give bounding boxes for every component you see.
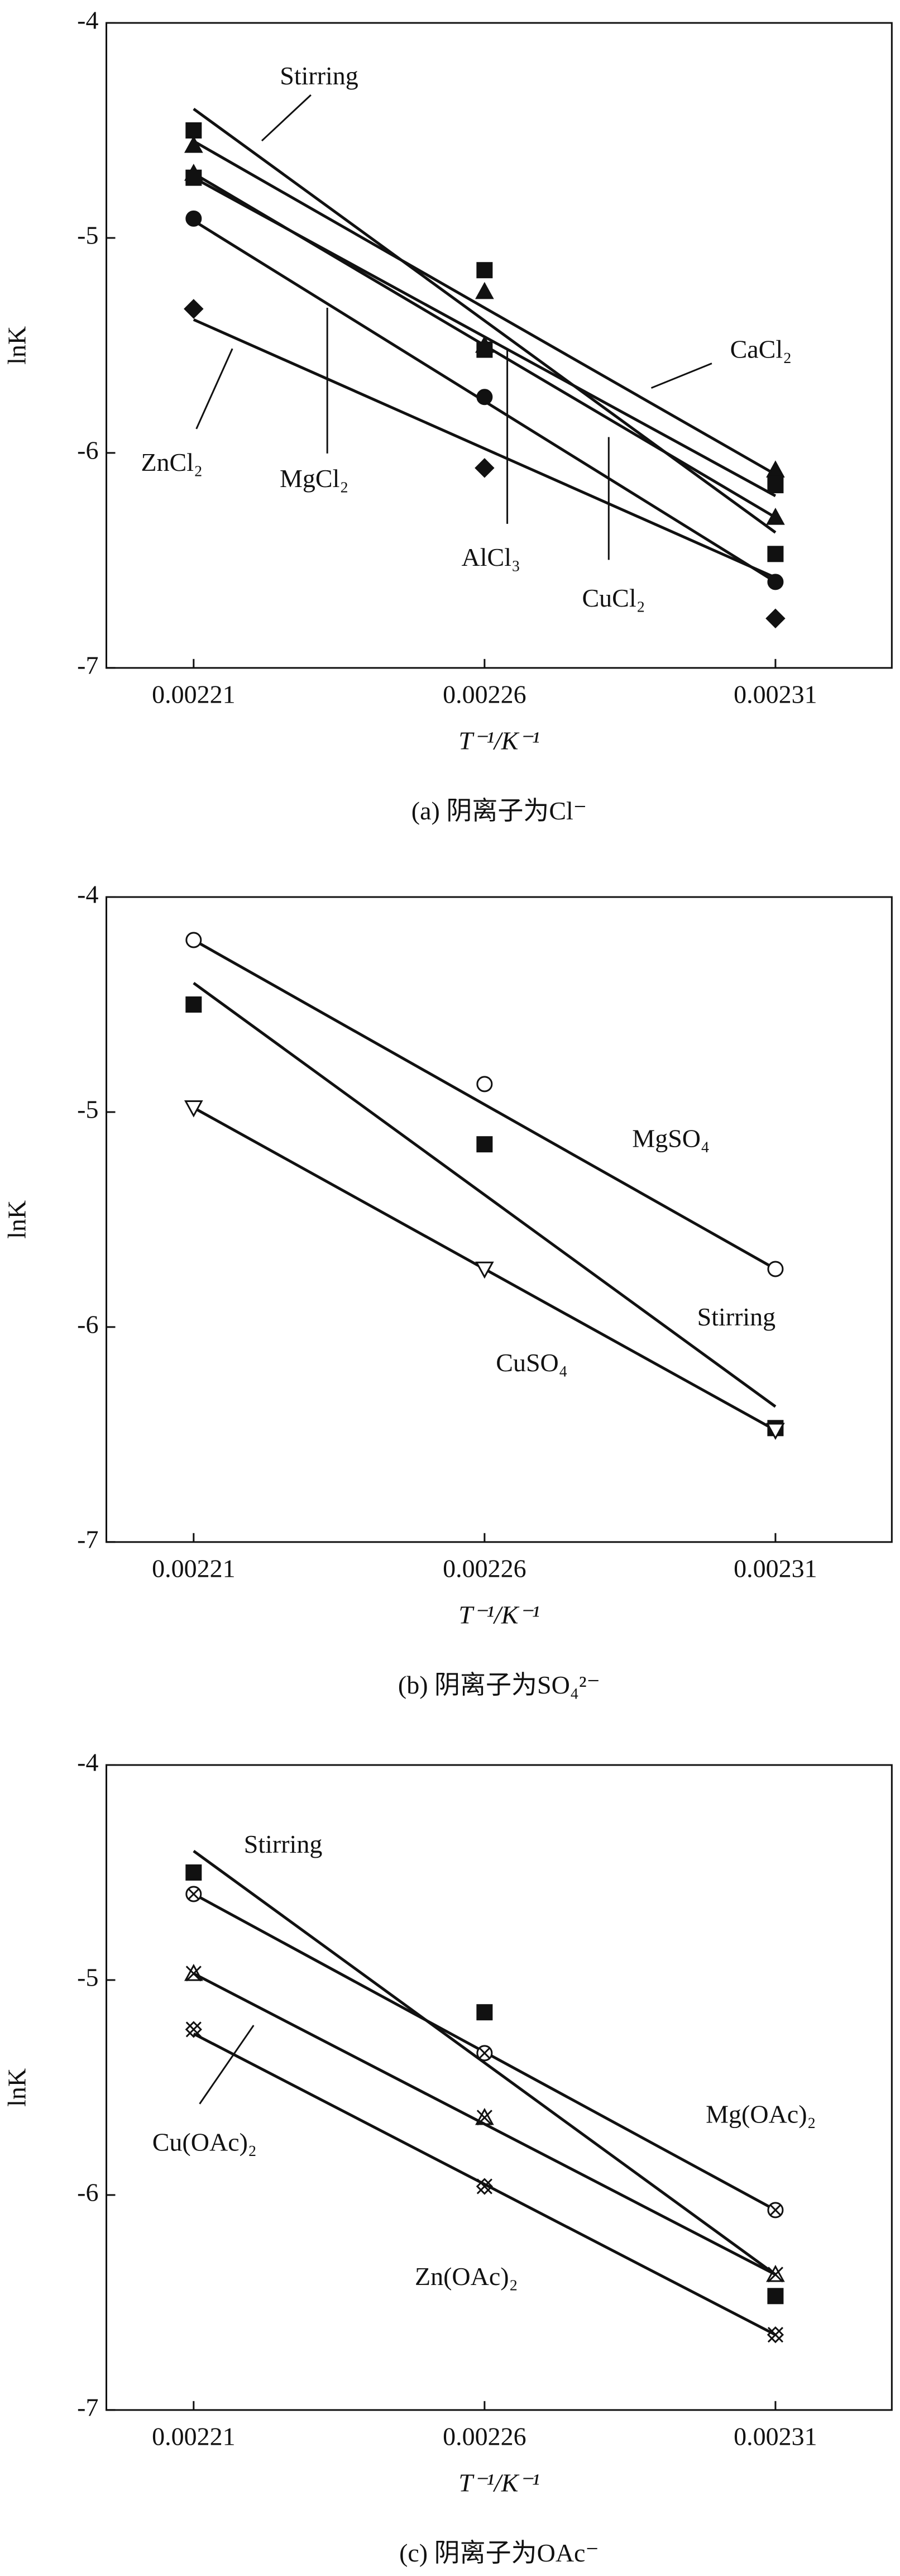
marker <box>767 2202 784 2219</box>
series-label: MgCl₂ <box>280 464 348 493</box>
series-label: Stirring <box>244 1830 323 1858</box>
marker <box>185 2021 202 2038</box>
series-label: Zn(OAc)₂ <box>415 2262 518 2291</box>
marker <box>476 1076 493 1093</box>
y-tick-label: -7 <box>77 651 98 679</box>
marker <box>475 458 495 478</box>
marker <box>765 608 786 629</box>
marker <box>767 1261 784 1277</box>
marker <box>476 341 493 358</box>
y-tick-label: -5 <box>77 221 98 250</box>
marker <box>475 1261 494 1279</box>
y-tick-label: -5 <box>77 1095 98 1124</box>
marker <box>766 507 785 525</box>
x-axis-label: T⁻¹/K⁻¹ <box>458 2468 539 2497</box>
marker <box>184 1100 203 1118</box>
marker <box>766 460 785 478</box>
fit-line <box>193 938 777 1271</box>
x-axis-label: T⁻¹/K⁻¹ <box>458 726 539 755</box>
fit-line <box>193 140 777 476</box>
marker <box>185 932 202 948</box>
y-tick-label: -4 <box>77 6 98 35</box>
y-tick-label: -7 <box>77 1525 98 1553</box>
series-label: ZnCl₂ <box>141 448 203 476</box>
marker <box>185 1886 202 1902</box>
marker <box>476 389 493 406</box>
fit-line <box>193 981 777 1408</box>
leader-line <box>195 348 233 430</box>
y-tick-label: -5 <box>77 1963 98 1992</box>
y-tick-label: -4 <box>77 1748 98 1777</box>
marker <box>475 282 494 299</box>
x-tick-label: 0.00231 <box>734 1554 817 1582</box>
marker <box>476 2045 493 2062</box>
series-label: CaCl₂ <box>730 335 792 364</box>
y-tick-label: -6 <box>77 436 98 464</box>
x-tick-label: 0.00231 <box>734 2422 817 2450</box>
plot-frame <box>106 1764 893 2411</box>
leader-line <box>199 2025 255 2105</box>
marker <box>766 1423 785 1440</box>
marker <box>185 169 202 186</box>
caption: (a) 阴离子为Cl⁻ <box>411 796 587 825</box>
marker <box>767 574 784 590</box>
marker <box>767 2288 784 2305</box>
x-tick-label: 0.00221 <box>152 680 236 708</box>
plot-frame <box>106 896 893 1543</box>
marker <box>185 122 202 139</box>
fit-line <box>193 2032 777 2336</box>
leader-line <box>650 362 712 389</box>
caption: (b) 阴离子为SO₄²⁻ <box>398 1671 600 1699</box>
y-axis-label: lnK <box>3 1200 31 1239</box>
marker <box>767 477 784 494</box>
series-label: CuSO₄ <box>496 1348 568 1377</box>
fit-line <box>193 107 777 534</box>
y-axis-label: lnK <box>3 2068 31 2107</box>
marker <box>184 299 204 319</box>
y-tick-label: -7 <box>77 2393 98 2421</box>
series-label: Mg(OAc)₂ <box>706 2100 816 2129</box>
leader-line <box>261 94 312 142</box>
y-tick-label: -4 <box>77 880 98 909</box>
marker <box>185 1864 202 1881</box>
chart-panel: -7 -6 -5 -4 0.00221 0.00226 0.00231 T⁻¹/K⁻¹ lnK (… <box>3 6 893 825</box>
series-label: Stirring <box>280 61 358 90</box>
marker <box>476 2004 493 2021</box>
caption: (c) 阴离子为OAc⁻ <box>399 2539 599 2567</box>
series-label: Cu(OAc)₂ <box>152 2128 257 2157</box>
series-label: Stirring <box>697 1303 776 1331</box>
x-tick-label: 0.00226 <box>443 1554 526 1582</box>
fit-line <box>193 318 776 579</box>
marker <box>767 546 784 562</box>
series-label: AlCl₃ <box>462 543 521 571</box>
x-tick-label: 0.00221 <box>152 1554 236 1582</box>
x-tick-label: 0.00226 <box>443 2422 526 2450</box>
marker <box>185 996 202 1013</box>
marker <box>185 210 202 227</box>
y-tick-label: -6 <box>77 1310 98 1338</box>
series-label: MgSO₄ <box>632 1124 710 1152</box>
y-axis-label: lnK <box>3 326 31 365</box>
marker <box>475 2107 494 2126</box>
marker <box>767 2326 784 2344</box>
series-label: CuCl₂ <box>582 584 645 612</box>
marker <box>184 1963 203 1982</box>
x-tick-label: 0.00226 <box>443 680 526 708</box>
marker <box>476 1136 493 1153</box>
marker <box>476 2178 493 2195</box>
marker <box>766 2264 785 2283</box>
fit-line <box>193 1849 777 2276</box>
marker <box>476 262 493 279</box>
plot-frame <box>106 22 893 669</box>
chart-panel: -7 -6 -5 -4 0.00221 0.00226 0.00231 T⁻¹/K⁻¹ lnK (… <box>3 1748 893 2567</box>
y-tick-label: -6 <box>77 2178 98 2206</box>
marker <box>184 136 203 153</box>
x-tick-label: 0.00231 <box>734 680 817 708</box>
x-axis-label: T⁻¹/K⁻¹ <box>458 1600 539 1629</box>
chart-panel: -7 -6 -5 -4 0.00221 0.00226 0.00231 T⁻¹/K⁻¹ lnK (… <box>3 880 893 1699</box>
x-tick-label: 0.00221 <box>152 2422 236 2450</box>
